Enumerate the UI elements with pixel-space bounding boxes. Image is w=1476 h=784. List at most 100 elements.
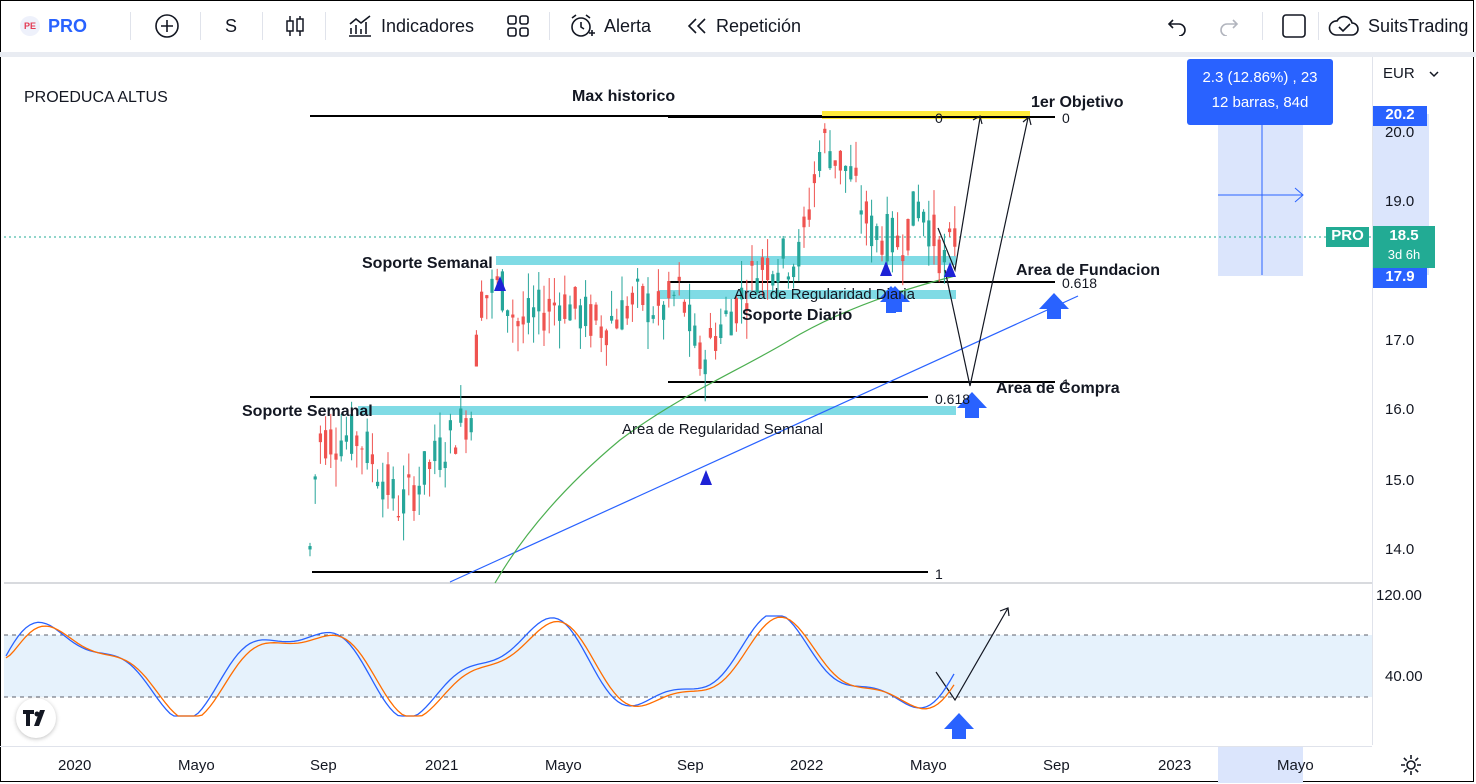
candle-body [308,546,312,550]
candle-body [932,214,936,247]
candle-body [573,287,577,309]
candle-body [844,165,848,172]
candle-body [620,300,624,330]
candle-body [589,304,593,336]
label-soporte-diario: Soporte Diario [742,307,853,324]
candle-body [781,238,785,259]
price-tick-15: 15.0 [1385,472,1415,489]
alert-button[interactable]: Alerta [568,0,651,52]
settings-button[interactable] [1400,754,1422,781]
tooltip-change: 2.3 (12.86%) , 23 [1202,69,1318,86]
candle-body [360,448,364,450]
symbol-logo-icon: PE [20,16,40,36]
candle-body [625,305,629,319]
candle-body [547,298,551,312]
redo-icon [1220,19,1239,36]
candle-body [610,315,614,321]
redo-button[interactable] [1218,0,1240,52]
replay-button[interactable]: Repetición [686,0,801,52]
tv-logo[interactable] [16,698,56,738]
candle-body [526,298,530,323]
candle-body [849,166,853,180]
indicators-label: Indicadores [381,15,475,36]
fib-0-b: 0 [1062,110,1070,126]
candle-body [318,433,322,443]
candle-body [750,261,754,266]
candle-body [714,336,718,351]
interval-label: S [225,15,238,36]
candle-body [485,295,489,299]
candle-body [407,474,411,478]
candle-body [386,464,390,495]
candle-body [469,418,473,433]
candle-body [677,276,681,281]
candle-body [428,461,432,470]
candle-body [516,321,520,327]
candle-body [422,451,426,485]
indicators-icon [349,15,371,37]
price-tick-19: 19.0 [1385,193,1415,210]
candle-body [818,152,822,171]
candle-body [578,305,582,329]
candle-body [552,302,556,306]
chart-type-button[interactable] [284,0,306,52]
label-max-historico: Max historico [572,88,676,105]
label-regularidad-diaria: Area de Regularidad Diaria [734,286,915,303]
layout-button[interactable] [506,0,530,52]
candle-body [396,515,400,518]
top-toolbar: PE PRO S Indicadores Alerta Repetición [0,0,1476,52]
candle-body [313,476,317,480]
last-price-tag: 18.5 3d 6h [1373,226,1435,268]
price-chart[interactable] [0,57,1372,746]
gear-icon [1401,755,1421,775]
fullscreen-button[interactable] [1281,0,1307,52]
alarm-clock-icon [571,14,595,37]
label-regularidad-semanal: Area de Regularidad Semanal [622,421,823,438]
candle-body [506,310,510,317]
undo-icon [1167,19,1186,36]
measure-tooltip: 2.3 (12.86%) , 23 12 barras, 84d [1187,59,1333,125]
zone-regularidad-diaria [658,290,956,299]
candle-body [370,454,374,465]
time-tick: 2023 [1158,757,1192,774]
candle-body [521,316,525,325]
candle-body [651,315,655,319]
symbol-selector[interactable]: PE PRO [20,0,87,52]
price-tick-14: 14.0 [1385,541,1415,558]
candle-body [922,211,926,223]
time-tick: Mayo [178,757,215,774]
brand-button[interactable]: SuitsTrading [1328,0,1468,52]
indicators-button[interactable]: Indicadores [347,0,474,52]
candle-body [443,461,447,469]
candle-body [729,311,733,336]
undo-button[interactable] [1166,0,1188,52]
fib-1-a: 1 [935,566,943,582]
time-axis[interactable]: 2020 Mayo Sep 2021 Mayo Sep 2022 Mayo Se… [0,746,1372,783]
time-tick: Sep [1043,757,1070,774]
currency-selector[interactable]: EUR [1383,65,1439,82]
candle-body [896,235,900,248]
label-soporte-semanal: Soporte Semanal [242,403,373,420]
candle-body [542,312,546,331]
candle-body [391,479,395,499]
tooltip-bars: 12 barras, 84d [1211,94,1309,111]
candle-body [724,310,728,315]
candle-body [740,287,744,300]
interval-button[interactable]: S [225,0,237,52]
candle-body [812,174,816,184]
osc-tick-120: 120.00 [1376,587,1422,604]
add-symbol-button[interactable] [154,0,180,52]
candle-body [682,301,686,313]
price-tick-16: 16.0 [1385,401,1415,418]
candle-body [464,418,468,440]
candle-body [329,429,333,455]
candle-body [942,249,946,263]
osc-tick-40: 40.00 [1385,668,1423,685]
candle-body [459,408,463,423]
candle-body [584,296,588,327]
candle-body [412,485,416,511]
candle-body [324,430,328,459]
candle-body [381,481,385,500]
candle-body [604,330,608,346]
